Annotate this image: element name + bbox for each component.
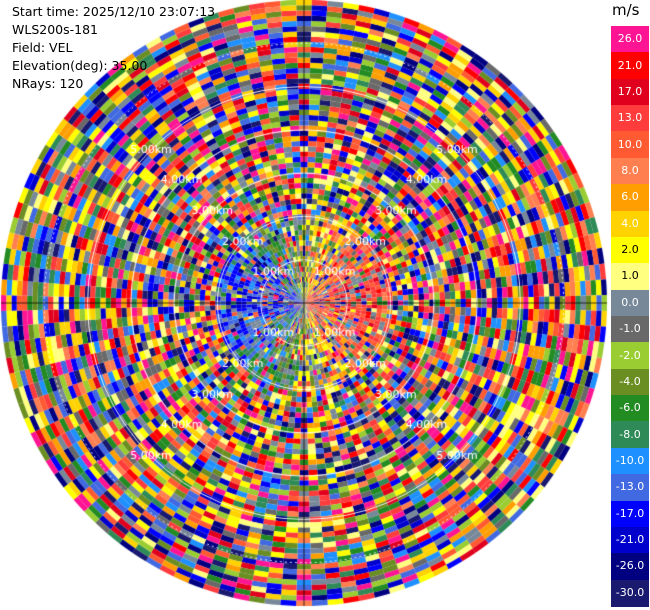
colorbar-tick-label: -10.0 [615, 454, 645, 467]
colorbar-segment [611, 526, 649, 554]
colorbar-tick-label: 6.0 [621, 190, 639, 204]
colorbar-segment [611, 342, 649, 370]
colorbar-tick-label: 17.0 [617, 84, 643, 98]
colorbar-tick-label: 13.0 [617, 111, 643, 125]
colorbar-segment [611, 26, 649, 53]
colorbar-tick-label: -4.0 [619, 374, 641, 388]
colorbar-tick-label: -26.0 [615, 559, 645, 573]
colorbar-segment [611, 210, 649, 238]
colorbar-tick-label: 1.0 [621, 269, 639, 283]
start-time-label: Start time: 2025/12/10 23:07:13 [12, 4, 216, 19]
colorbar-tick-label: 0.0 [621, 295, 639, 309]
colorbar-tick-label: 2.0 [621, 243, 639, 257]
colorbar-segment [611, 447, 649, 475]
instrument-label: WLS200s-181 [12, 22, 98, 37]
field-label: Field: VEL [12, 40, 73, 55]
colorbar-tick-label: -21.0 [615, 533, 645, 547]
elevation-label: Elevation(deg): 35.00 [12, 58, 148, 73]
colorbar-tick-label: -6.0 [619, 401, 641, 415]
colorbar-title: m/s [612, 1, 640, 19]
colorbar-tick-label: -30.0 [615, 585, 645, 599]
colorbar-segment [611, 474, 649, 502]
colorbar-tick-label: 26.0 [617, 32, 643, 46]
colorbar-segment [611, 52, 649, 80]
colorbar-segment [611, 500, 649, 528]
colorbar-segment [611, 263, 649, 291]
colorbar-segment [611, 579, 649, 607]
colorbar-segment [611, 368, 649, 396]
colorbar-tick-label: 8.0 [621, 164, 639, 177]
colorbar-segment [611, 105, 649, 133]
colorbar-segment [611, 78, 649, 106]
colorbar-tick-label: 21.0 [617, 58, 643, 72]
colorbar-tick-label: -2.0 [619, 348, 641, 362]
colorbar-tick-label: 4.0 [621, 216, 639, 230]
colorbar-segment [611, 289, 649, 317]
colorbar-segment [611, 184, 649, 212]
colorbar-segment [611, 316, 649, 343]
colorbar-segment [611, 421, 649, 449]
nrays-label: NRays: 120 [12, 76, 84, 91]
colorbar-tick-label: 10.0 [617, 137, 643, 151]
colorbar-tick-label: -13.0 [615, 480, 645, 494]
colorbar-tick-label: -8.0 [619, 427, 641, 441]
colorbar-tick-label: -1.0 [619, 322, 641, 336]
colorbar-segment [611, 553, 649, 581]
colorbar-segment [611, 131, 649, 159]
colorbar-tick-label: -17.0 [615, 506, 645, 520]
colorbar-segment [611, 395, 649, 423]
colorbar-segment [611, 236, 649, 264]
colorbar-segment [611, 157, 649, 185]
